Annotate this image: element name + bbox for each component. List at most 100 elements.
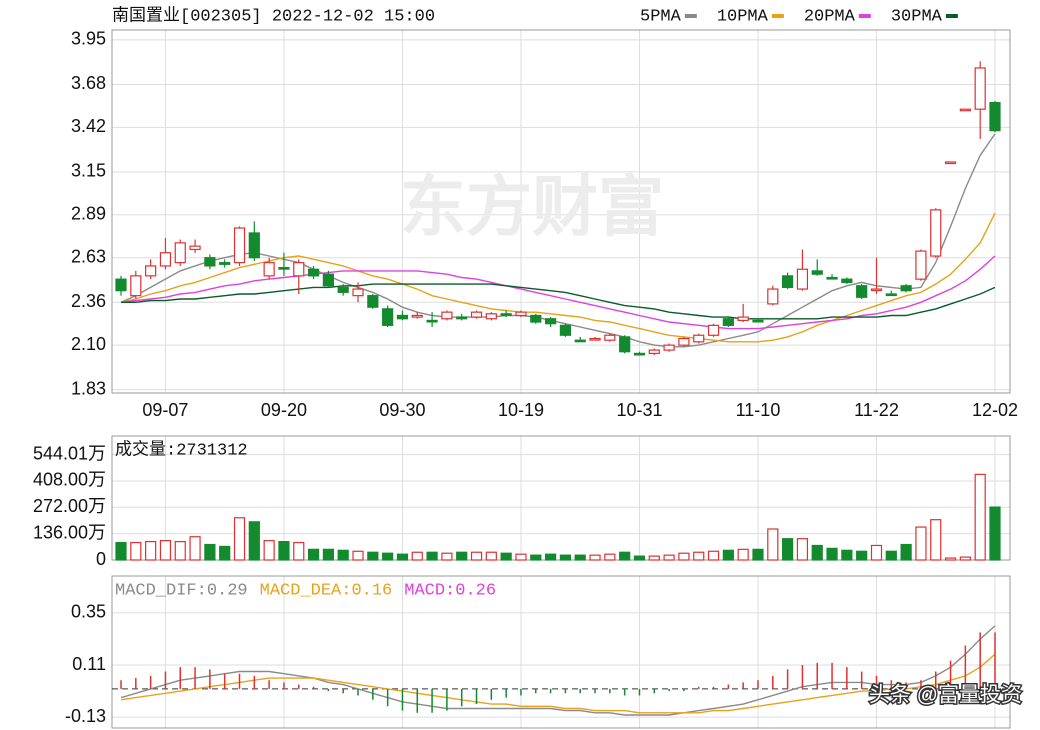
ma-line	[120, 133, 996, 348]
candle-body	[841, 278, 853, 284]
candle-body	[870, 288, 883, 292]
x-tick-label: 10-31	[616, 400, 662, 420]
candle-body	[530, 314, 542, 323]
candle-body	[233, 227, 246, 264]
grid-layer: 09-07 09-20 09-30 10-19 10-31 11-10 11-22 12-02…	[33, 29, 1018, 728]
candle-body	[456, 316, 468, 320]
candle-body	[382, 308, 394, 326]
candle-body	[426, 319, 438, 323]
volume-bar	[648, 555, 660, 561]
volume-bar	[233, 517, 246, 561]
candle-body	[589, 337, 601, 341]
x-tick-label: 11-10	[736, 400, 781, 420]
candle-body	[293, 262, 305, 277]
candle-body	[337, 286, 349, 293]
candle-body	[278, 267, 290, 270]
candle-body	[115, 278, 127, 292]
legend-label: MACD_DIF:0.29	[115, 581, 248, 600]
volume-bar	[470, 551, 483, 561]
y-tick-label: 3.42	[71, 116, 106, 136]
candle-body	[411, 314, 423, 318]
x-tick-label: 10-19	[498, 400, 544, 420]
legend-label: MACD:0.26	[404, 581, 496, 600]
candle-body	[959, 108, 971, 112]
volume-bar	[115, 541, 127, 561]
volume-bar	[426, 551, 438, 561]
candle-body	[796, 268, 809, 290]
volume-bar	[722, 549, 734, 561]
y-tick-label: 0.11	[72, 654, 106, 674]
volume-bar	[485, 551, 497, 561]
volume-bar	[219, 545, 231, 561]
candle-body	[633, 352, 646, 356]
candle-body	[752, 319, 764, 323]
ma-line	[120, 212, 996, 343]
volume-bar	[707, 550, 720, 561]
data-layer	[112, 61, 1010, 716]
candle-body	[307, 268, 320, 277]
legend-label: MACD_DEA:0.16	[260, 581, 393, 600]
candle-body	[559, 324, 572, 336]
price-panel-frame	[111, 29, 1011, 394]
candle-body	[944, 161, 957, 165]
chart-title: 南国置业[002305] 2022-12-02 15:00	[112, 5, 435, 26]
volume-bar	[811, 544, 823, 561]
y-tick-label: 2.63	[71, 246, 106, 266]
y-tick-label: 3.68	[71, 73, 106, 93]
ma-line	[120, 653, 996, 714]
volume-bar	[633, 555, 646, 561]
volume-bar	[619, 551, 631, 561]
volume-bar	[678, 552, 690, 561]
volume-bar	[159, 540, 172, 561]
volume-bar	[856, 550, 868, 561]
y-tick-label: -0.13	[65, 706, 106, 726]
candle-body	[352, 288, 364, 297]
volume-bar	[752, 548, 764, 561]
volume-bar	[767, 528, 779, 561]
watermark: 东方财富	[400, 169, 664, 243]
candle-body	[189, 245, 201, 251]
candle-body	[604, 334, 616, 341]
y-tick-label: 408.00万	[33, 470, 106, 490]
y-tick-label: 2.89	[71, 204, 106, 224]
candle-body	[367, 295, 379, 308]
volume-bar	[604, 553, 616, 561]
legend-label: 5PMA	[640, 7, 682, 26]
candle-body	[648, 349, 660, 355]
candle-body	[722, 318, 734, 326]
volume-bar	[782, 538, 794, 561]
volume-bar	[544, 553, 557, 561]
volume-bar	[737, 548, 749, 561]
volume-bar	[944, 557, 957, 561]
volume-bar	[293, 541, 305, 561]
volume-bar	[796, 538, 809, 561]
y-tick-label: 0	[96, 549, 106, 569]
candle-body	[441, 311, 453, 320]
volume-bar	[974, 473, 986, 561]
candle-body	[663, 344, 675, 351]
volume-bar	[989, 506, 1001, 561]
y-tick-label: 544.01万	[33, 443, 106, 463]
volume-bar	[248, 521, 260, 561]
volume-bar	[663, 554, 675, 561]
volume-bar	[456, 551, 468, 561]
candle-body	[130, 275, 142, 297]
x-tick-label: 11-22	[854, 400, 899, 420]
candle-body	[900, 285, 912, 292]
y-tick-label: 272.00万	[33, 496, 106, 516]
candle-body	[485, 313, 497, 320]
volume-bar	[352, 550, 364, 561]
y-tick-label: 2.36	[71, 291, 106, 311]
x-tick-label: 12-02	[972, 400, 1018, 420]
volume-bar	[574, 554, 586, 561]
candle-body	[885, 293, 897, 297]
frame-layer	[111, 29, 1011, 729]
volume-bar	[396, 553, 409, 561]
candle-body	[204, 257, 216, 267]
candle-body	[470, 311, 483, 318]
volume-bar	[382, 552, 394, 561]
candle-body	[811, 270, 823, 275]
ma-line	[121, 283, 996, 320]
candle-body	[396, 314, 409, 320]
